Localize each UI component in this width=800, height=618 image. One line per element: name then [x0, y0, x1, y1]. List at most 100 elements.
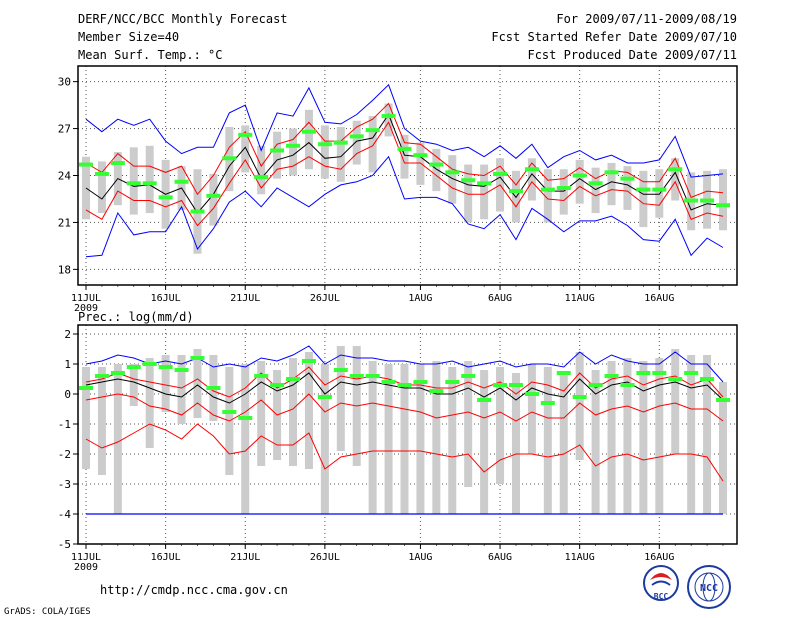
spread-bar: [559, 169, 568, 215]
x-tick-label: 11JUL: [71, 293, 101, 304]
observed-marker: [142, 181, 157, 186]
header-produced-date: Fcst Produced Date 2009/07/11: [527, 48, 737, 62]
spread-bar: [304, 352, 313, 469]
observed-marker: [716, 203, 730, 208]
observed-marker: [190, 209, 205, 214]
x-tick-label: 11AUG: [565, 552, 595, 563]
observed-marker: [286, 377, 301, 381]
y-tick-label: 30: [58, 76, 71, 89]
y-tick-label: -1: [58, 418, 71, 431]
spread-bar: [241, 125, 250, 173]
observed-marker: [684, 371, 699, 375]
observed-marker: [190, 356, 205, 360]
observed-marker: [604, 374, 619, 378]
observed-marker: [333, 368, 348, 372]
spread-bar: [289, 358, 298, 466]
spread-bar: [145, 358, 154, 448]
observed-marker: [222, 156, 237, 161]
y-tick-label: 0: [64, 388, 71, 401]
observed-marker: [381, 114, 396, 119]
spread-bar: [464, 361, 473, 487]
observed-marker: [397, 383, 412, 387]
x-tick-label: 1AUG: [408, 552, 432, 563]
spread-bar: [687, 355, 696, 514]
observed-marker: [524, 167, 539, 172]
observed-marker: [222, 410, 237, 414]
x-tick-label: 21JUL: [230, 293, 260, 304]
spread-bar: [671, 349, 680, 454]
observed-marker: [110, 371, 125, 375]
spread-bar: [575, 159, 584, 204]
observed-marker: [254, 374, 269, 378]
observed-marker: [524, 392, 539, 396]
spread-bar: [368, 116, 377, 173]
x-tick-label: 11JUL: [71, 552, 101, 563]
spread-bar: [607, 162, 616, 206]
spread-bar: [97, 367, 106, 475]
observed-marker: [158, 365, 173, 369]
series-line-lower-quartile: [85, 121, 724, 227]
footer-url[interactable]: http://cmdp.ncc.cma.gov.cn: [100, 583, 288, 597]
x-tick-label: 26JUL: [310, 552, 340, 563]
observed-marker: [588, 181, 603, 186]
observed-marker: [716, 398, 730, 402]
observed-marker: [349, 134, 364, 139]
spread-bar: [177, 355, 186, 424]
y-tick-label: 27: [58, 123, 71, 136]
y-tick-label: 2: [64, 328, 71, 341]
spread-bar: [464, 164, 473, 223]
grads-credit: GrADS: COLA/IGES: [4, 607, 91, 617]
x-tick-label: 1AUG: [408, 293, 432, 304]
x-tick-label: 6AUG: [488, 552, 512, 563]
spread-bar: [543, 367, 552, 514]
observed-marker: [94, 171, 109, 176]
spread-bar: [384, 103, 393, 137]
x-tick-year-label: 2009: [74, 562, 98, 573]
observed-marker: [254, 175, 269, 180]
observed-marker: [349, 374, 364, 378]
spread-bar: [527, 158, 536, 201]
ncc-logo-text: NCC: [700, 583, 718, 594]
observed-marker: [620, 176, 635, 181]
observed-marker: [381, 380, 396, 384]
spread-bar: [209, 173, 218, 226]
spread-bar: [400, 134, 409, 179]
spread-bar: [257, 145, 266, 195]
observed-marker: [206, 193, 221, 198]
observed-marker: [540, 401, 555, 405]
observed-marker: [429, 162, 444, 167]
spread-bar: [496, 367, 505, 484]
y-tick-label: -5: [58, 538, 71, 551]
spread-bar: [113, 364, 122, 514]
spread-bar: [320, 125, 329, 179]
spread-bar: [527, 364, 536, 454]
spread-bar: [336, 346, 345, 451]
observed-marker: [604, 170, 619, 175]
bcc-logo-swirl: [650, 573, 672, 580]
x-tick-label: 6AUG: [488, 293, 512, 304]
observed-marker: [206, 386, 221, 390]
spread-bar: [416, 364, 425, 514]
observed-marker: [94, 374, 109, 378]
spread-bar: [384, 364, 393, 514]
spread-bar: [480, 370, 489, 514]
observed-marker: [79, 386, 93, 390]
observed-marker: [301, 359, 316, 363]
spread-bar: [703, 355, 712, 514]
observed-marker: [126, 365, 141, 369]
observed-marker: [397, 146, 412, 151]
observed-marker: [445, 380, 460, 384]
ncc-logo-meridian: [702, 572, 716, 602]
observed-marker: [445, 170, 460, 175]
observed-marker: [700, 377, 715, 381]
observed-marker: [238, 416, 253, 420]
observed-marker: [333, 140, 348, 145]
spread-bar: [289, 128, 298, 176]
spread-bar: [623, 358, 632, 514]
spread-bar: [591, 370, 600, 514]
y-tick-label: 21: [58, 216, 71, 229]
y-tick-label: -2: [58, 448, 71, 461]
observed-marker: [556, 371, 571, 375]
